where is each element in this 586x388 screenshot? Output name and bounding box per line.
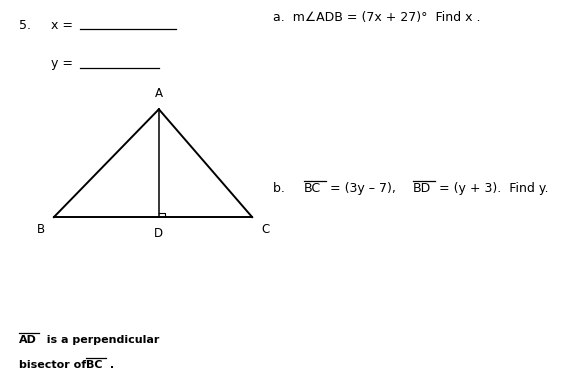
Text: a.  m∠ADB = (7x + 27)°  Find x .: a. m∠ADB = (7x + 27)° Find x . (272, 11, 480, 24)
Text: = (y + 3).  Find y.: = (y + 3). Find y. (435, 182, 548, 196)
Text: BC: BC (86, 360, 103, 371)
Text: bisector of: bisector of (19, 360, 90, 371)
Text: x =: x = (51, 19, 77, 32)
Text: BD: BD (413, 182, 431, 196)
Text: A: A (155, 87, 163, 100)
Text: 5.: 5. (19, 19, 31, 32)
Text: b.: b. (272, 182, 292, 196)
Text: AD: AD (19, 334, 37, 345)
Text: B: B (37, 223, 45, 236)
Text: .: . (107, 360, 114, 371)
Text: y =: y = (51, 57, 77, 70)
Text: C: C (261, 223, 269, 236)
Text: BC: BC (304, 182, 321, 196)
Text: D: D (154, 227, 163, 240)
Text: is a perpendicular: is a perpendicular (39, 334, 159, 345)
Text: = (3y – 7),: = (3y – 7), (326, 182, 404, 196)
